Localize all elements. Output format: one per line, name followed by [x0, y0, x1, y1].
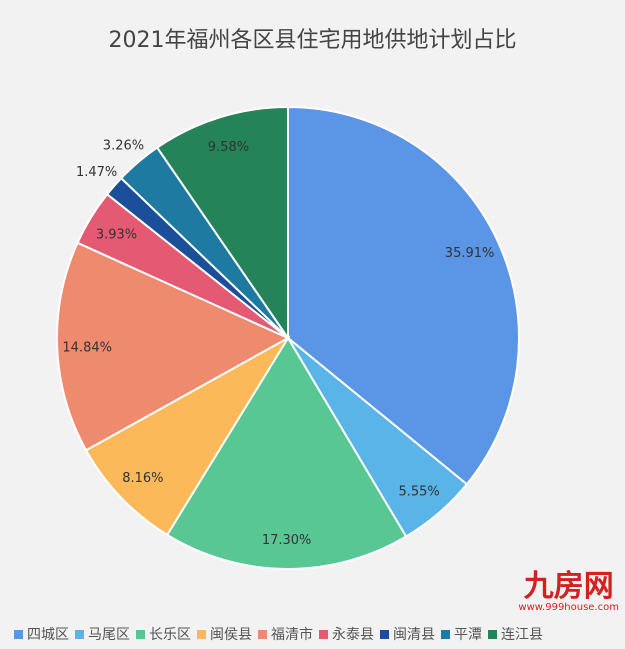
pie-slice-8	[155, 105, 289, 342]
legend-swatch	[75, 629, 84, 639]
legend-swatch	[380, 629, 389, 639]
pie-slice-3	[84, 335, 291, 537]
pie-slice-4	[56, 241, 291, 452]
data-label: 5.55%	[398, 484, 439, 499]
data-label: 35.91%	[445, 246, 495, 261]
data-label: 17.30%	[262, 533, 312, 548]
pie-slice-0	[287, 105, 520, 486]
legend-label: 连江县	[501, 627, 543, 643]
legend-label: 闽侯县	[210, 627, 252, 643]
legend-item[interactable]: 四城区	[14, 624, 69, 644]
legend-item[interactable]: 闽侯县	[197, 624, 252, 644]
data-label: 1.47%	[76, 165, 117, 180]
pie-slice-2	[165, 336, 408, 570]
legend-item[interactable]: 长乐区	[136, 624, 191, 644]
legend-swatch	[14, 629, 23, 639]
legend-label: 闽清县	[393, 627, 435, 643]
data-label: 9.58%	[208, 140, 249, 155]
legend-label: 福清市	[271, 627, 313, 643]
watermark-logo: 九房网 www.999house.com	[518, 569, 619, 614]
data-label: 3.26%	[103, 138, 144, 153]
legend-item[interactable]: 平潭	[441, 624, 482, 644]
legend-label: 永泰县	[332, 627, 374, 643]
legend-item[interactable]: 福清市	[258, 624, 313, 644]
data-label: 3.93%	[96, 227, 137, 242]
legend-swatch	[197, 629, 206, 639]
data-label: 14.84%	[62, 340, 112, 355]
legend-label: 四城区	[27, 627, 69, 643]
legend-swatch	[441, 629, 450, 639]
legend-item[interactable]: 闽清县	[380, 624, 435, 644]
legend-label: 平潭	[454, 627, 482, 643]
watermark-url: www.999house.com	[518, 602, 619, 613]
legend-item[interactable]: 永泰县	[319, 624, 374, 644]
legend-swatch	[319, 629, 328, 639]
legend-item[interactable]: 马尾区	[75, 624, 130, 644]
legend-label: 马尾区	[88, 627, 130, 643]
legend-label: 长乐区	[149, 627, 191, 643]
legend-swatch	[258, 629, 267, 639]
chart-title: 2021年福州各区县住宅用地供地计划占比	[108, 28, 517, 53]
legend: 四城区 马尾区 长乐区 闽侯县 福清市 永泰县 闽清县 平潭 连江县	[14, 624, 543, 644]
legend-swatch	[136, 629, 145, 639]
data-label: 8.16%	[122, 471, 163, 486]
legend-item[interactable]: 连江县	[488, 624, 543, 644]
legend-swatch	[488, 629, 497, 639]
watermark-text: 九房网	[523, 569, 614, 604]
